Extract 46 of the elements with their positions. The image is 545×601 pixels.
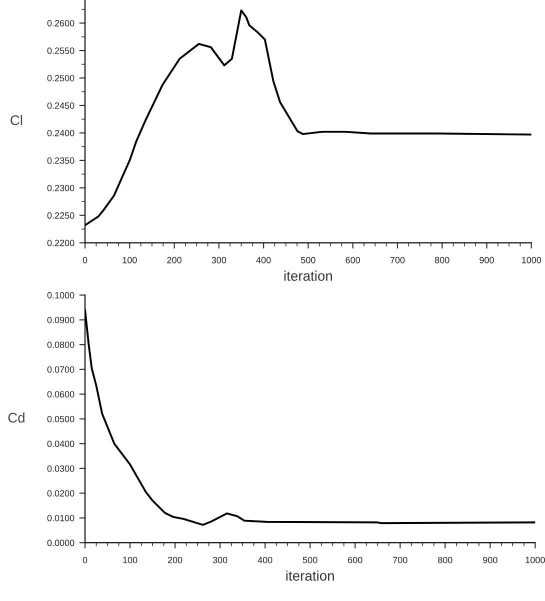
x-tick-label: 800 xyxy=(434,256,450,264)
x-axis-title: iteration xyxy=(284,270,332,281)
x-tick-label: 1000 xyxy=(526,556,545,564)
x-tick-label: 700 xyxy=(390,256,405,264)
x-tick-label: 700 xyxy=(393,556,408,564)
x-tick-label: 0 xyxy=(82,256,88,264)
y-tick-label: 0.2200 xyxy=(47,240,74,246)
y-axis-title: Cd xyxy=(8,412,24,423)
y-tick-label: 0.2450 xyxy=(47,102,74,109)
y-tick-label: 0.2400 xyxy=(47,130,74,136)
y-tick-label: 0.0800 xyxy=(47,342,74,348)
x-tick-label: 600 xyxy=(346,256,360,264)
x-tick-label: 600 xyxy=(348,556,362,564)
y-tick-label: 0.0300 xyxy=(47,465,74,472)
x-tick-label: 500 xyxy=(301,256,316,264)
x-tick-label: 0 xyxy=(82,556,88,564)
y-tick-label: 0.0400 xyxy=(47,440,74,448)
y-tick-label: 0.2600 xyxy=(47,20,74,26)
x-tick-label: 500 xyxy=(302,556,318,564)
y-tick-label: 0.2350 xyxy=(47,157,74,164)
y-tick-label: 0.2550 xyxy=(47,48,74,54)
x-tick-label: 200 xyxy=(168,556,182,564)
x-tick-label: 200 xyxy=(167,256,182,264)
y-axis-title: Cl xyxy=(10,114,22,126)
x-tick-label: 300 xyxy=(212,256,226,264)
y-tick-label: 0.0100 xyxy=(47,514,74,522)
x-axis-title: iteration xyxy=(286,570,334,581)
y-tick-label: 0.2300 xyxy=(47,184,74,192)
y-tick-label: 0.0600 xyxy=(47,391,74,398)
x-tick-label: 1000 xyxy=(522,256,542,264)
x-tick-label: 900 xyxy=(483,556,498,564)
x-tick-label: 800 xyxy=(438,556,452,564)
x-tick-label: 100 xyxy=(123,556,138,564)
y-tick-label: 0.0500 xyxy=(47,416,74,422)
x-tick-label: 400 xyxy=(256,256,271,264)
x-tick-label: 300 xyxy=(212,556,228,564)
x-tick-label: 900 xyxy=(480,256,494,264)
y-tick-label: 0.2500 xyxy=(47,74,74,82)
x-tick-label: 100 xyxy=(122,256,137,264)
y-tick-label: 0.0900 xyxy=(47,316,74,324)
y-tick-label: 0.0000 xyxy=(47,540,74,546)
y-tick-label: 0.0200 xyxy=(47,490,74,497)
y-tick-label: 0.2250 xyxy=(47,212,74,219)
y-tick-label: 0.1000 xyxy=(47,292,74,298)
x-tick-label: 400 xyxy=(258,556,272,564)
y-tick-label: 0.0700 xyxy=(47,366,74,373)
